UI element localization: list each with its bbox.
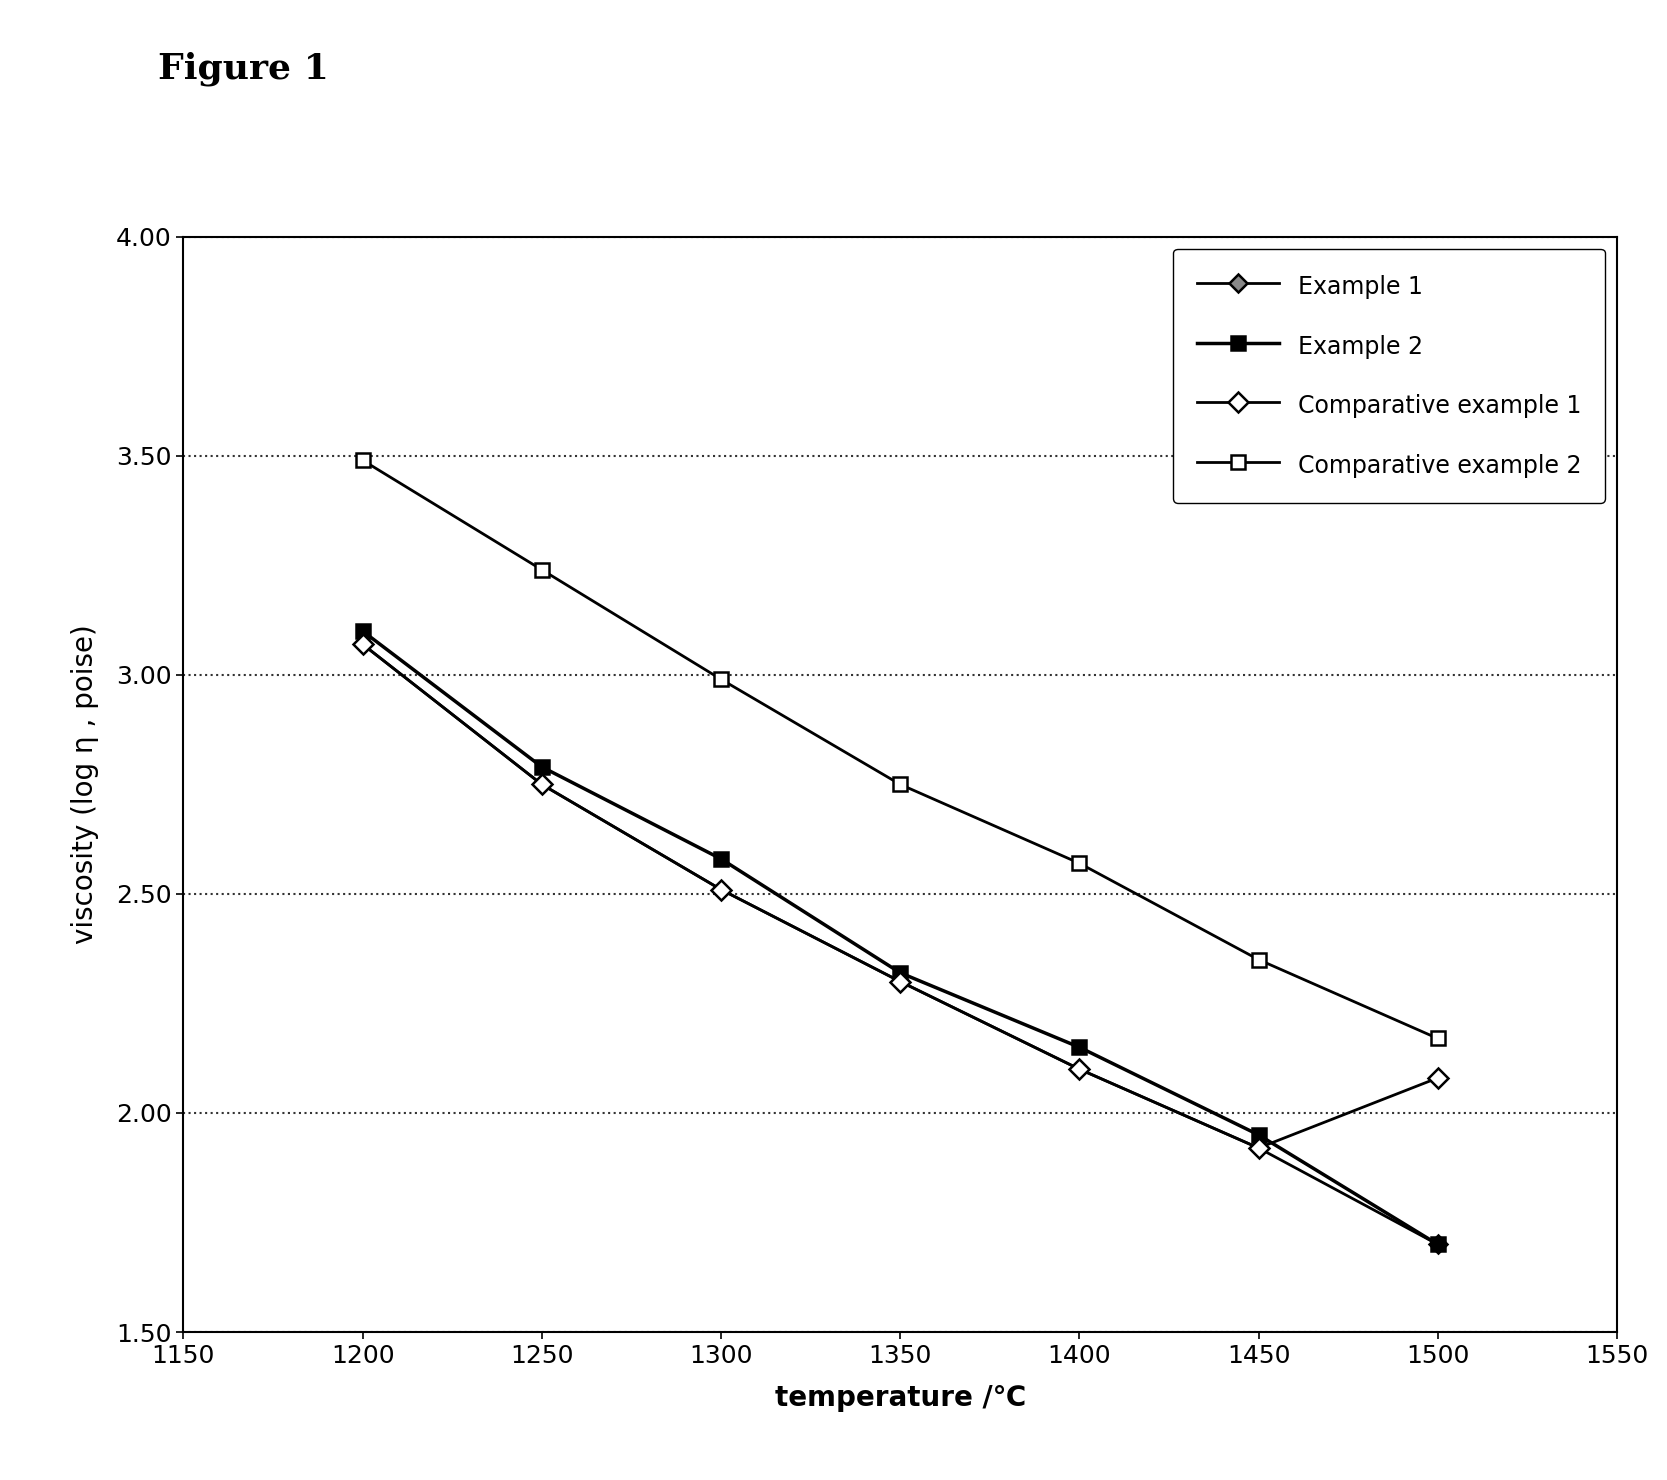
Comparative example 1 — [710, 881, 730, 898]
Example 1 — [710, 881, 730, 898]
X-axis label: temperature /℃: temperature /℃ — [775, 1384, 1025, 1412]
Example 1 — [890, 972, 910, 990]
Comparative example 1 — [890, 972, 910, 990]
Example 2 — [890, 963, 910, 981]
Line: Comparative example 2: Comparative example 2 — [355, 453, 1445, 1045]
Comparative example 2 — [1070, 854, 1090, 872]
Line: Example 2: Example 2 — [355, 625, 1445, 1251]
Comparative example 1 — [353, 635, 373, 653]
Comparative example 1 — [1249, 1140, 1269, 1157]
Example 2 — [1070, 1039, 1090, 1057]
Comparative example 1 — [532, 776, 552, 793]
Y-axis label: viscosity (log η , poise): viscosity (log η , poise) — [72, 625, 98, 944]
Comparative example 1 — [1429, 1069, 1449, 1086]
Example 2 — [1249, 1126, 1269, 1144]
Example 2 — [710, 850, 730, 867]
Comparative example 2 — [1429, 1030, 1449, 1048]
Example 1 — [532, 776, 552, 793]
Line: Comparative example 1: Comparative example 1 — [355, 638, 1445, 1154]
Example 1 — [1070, 1060, 1090, 1077]
Comparative example 2 — [1249, 950, 1269, 968]
Example 1 — [1429, 1236, 1449, 1254]
Example 1 — [353, 635, 373, 653]
Comparative example 2 — [532, 561, 552, 579]
Example 2 — [1429, 1236, 1449, 1254]
Example 2 — [532, 758, 552, 776]
Legend: Example 1, Example 2, Comparative example 1, Comparative example 2: Example 1, Example 2, Comparative exampl… — [1174, 249, 1605, 503]
Text: Figure 1: Figure 1 — [158, 52, 330, 86]
Comparative example 2 — [890, 776, 910, 793]
Comparative example 2 — [353, 451, 373, 469]
Example 1 — [1249, 1140, 1269, 1157]
Example 2 — [353, 622, 373, 639]
Line: Example 1: Example 1 — [357, 638, 1444, 1251]
Comparative example 2 — [710, 670, 730, 688]
Comparative example 1 — [1070, 1060, 1090, 1077]
